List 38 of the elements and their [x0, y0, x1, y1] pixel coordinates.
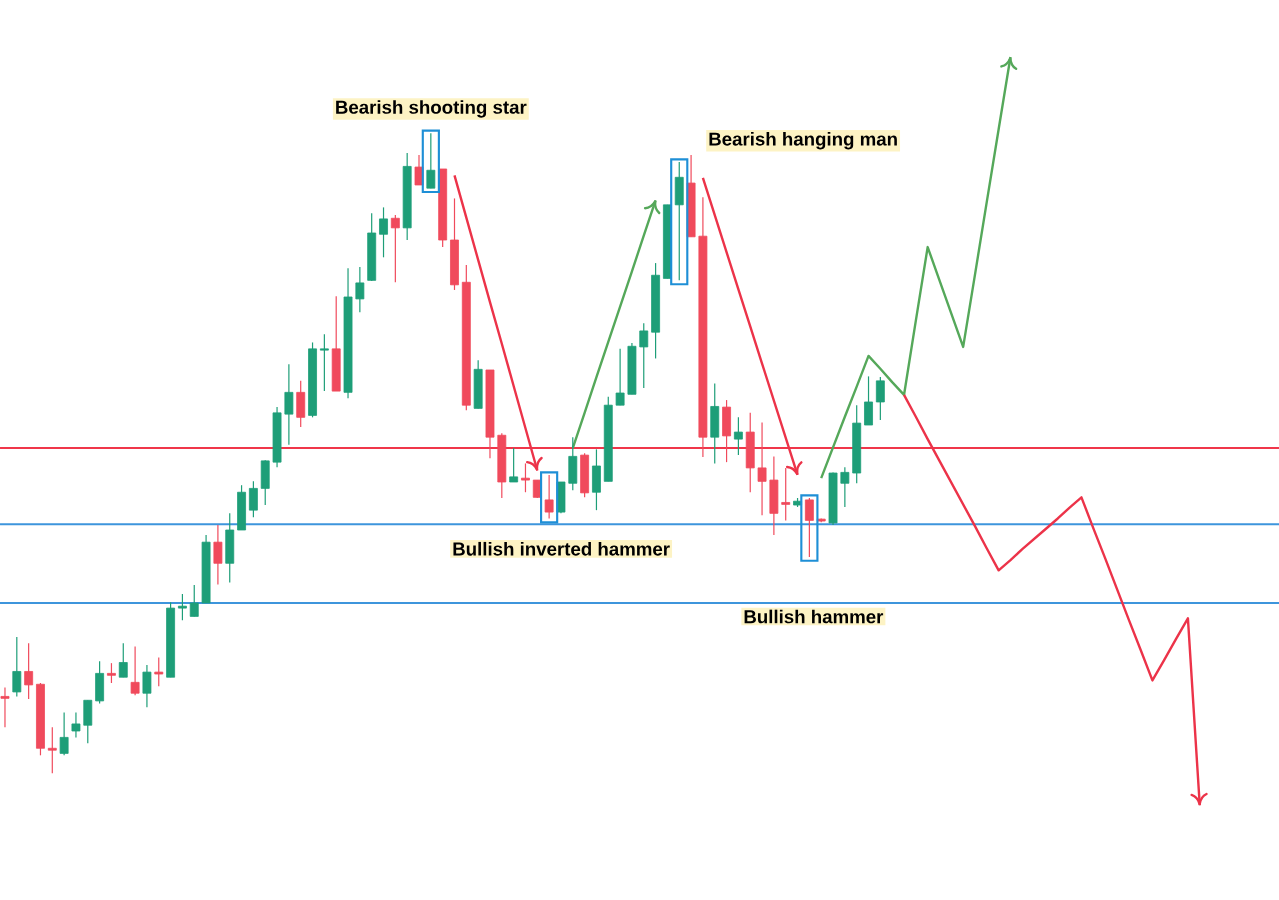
- candlestick: [284, 363, 294, 446]
- candlestick: [390, 214, 400, 283]
- candlestick: [840, 466, 850, 508]
- candlestick: [426, 132, 436, 189]
- candlestick: [71, 711, 81, 738]
- candlestick: [142, 664, 152, 708]
- candlestick: [107, 662, 116, 684]
- candlestick: [189, 584, 199, 618]
- candlestick: [781, 467, 791, 521]
- candlestick: [509, 447, 519, 483]
- candlestick: [875, 376, 885, 421]
- candlestick: [24, 642, 34, 700]
- annotation: Bearish hanging man: [709, 131, 897, 150]
- annotation: Bullish hammer: [744, 609, 884, 624]
- candlestick: [355, 266, 365, 313]
- candlestick: [521, 462, 530, 493]
- candlestick: [59, 711, 69, 756]
- candlestick: [615, 348, 625, 406]
- candlestick: [47, 726, 57, 774]
- candlestick: [864, 375, 873, 426]
- candlestick: [130, 645, 140, 696]
- candlestick: [154, 656, 164, 687]
- candlestick: [319, 333, 329, 392]
- candlestick: [118, 642, 128, 678]
- candlestick: [639, 322, 649, 389]
- candlestick: [733, 416, 743, 456]
- candlestick: [379, 206, 388, 258]
- candlestick: [178, 593, 187, 621]
- candlestick: [414, 154, 424, 186]
- candlestick: [12, 636, 22, 698]
- candlestick: [248, 480, 258, 518]
- candlestick: [804, 497, 814, 558]
- annotation: Bullish inverted hammer: [453, 541, 670, 556]
- candlestick: [0, 686, 10, 728]
- candlestick: [213, 524, 223, 586]
- text: Bearish shooting star: [336, 100, 527, 118]
- candlestick: [544, 474, 554, 520]
- candlestick: [757, 421, 767, 516]
